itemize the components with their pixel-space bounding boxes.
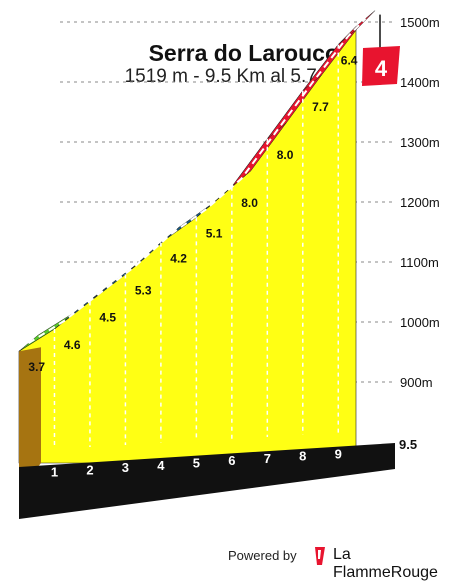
y-tick-label: 1200m [400, 195, 440, 210]
climb-title: Serra do Larouco [148, 40, 339, 66]
gradient-label: 4.2 [170, 252, 187, 266]
x-tick-label: 5 [193, 456, 200, 471]
powered-by-label: Powered by [228, 548, 297, 563]
gradient-label: 7.7 [312, 100, 329, 114]
gradient-label: 8.0 [241, 196, 258, 210]
y-tick-label: 1400m [400, 75, 440, 90]
x-tick-label: 6 [228, 453, 235, 468]
y-tick-label: 1100m [400, 255, 439, 270]
gradient-label: 5.3 [135, 283, 152, 297]
profile-side [19, 347, 41, 491]
x-tick-label: 3 [122, 460, 129, 475]
category-flag-label: 4 [375, 56, 388, 81]
x-tick-label: 1 [51, 465, 58, 480]
y-tick-label: 900m [400, 375, 433, 390]
brand-name: La FlammeRouge [333, 546, 438, 581]
gradient-label: 6.4 [341, 54, 358, 68]
y-tick-label: 1300m [400, 135, 440, 150]
category-flag [362, 46, 400, 86]
gradient-label: 4.5 [99, 310, 116, 324]
gradient-label: 3.7 [28, 360, 45, 374]
gradient-label: 8.0 [277, 148, 294, 162]
x-tick-label: 4 [157, 458, 165, 473]
x-tick-label: 8 [299, 449, 306, 464]
profile-base [19, 443, 395, 519]
x-tick-label: 9 [335, 446, 342, 461]
gradient-label: 5.1 [206, 226, 223, 240]
x-tick-label: 7 [264, 451, 271, 466]
end-distance-label: 9.5 [399, 437, 417, 452]
x-tick-label: 2 [86, 462, 93, 477]
flamme-rouge-logo-icon [315, 547, 325, 565]
road-centre-line [27, 17, 367, 345]
y-tick-label: 1500m [400, 15, 440, 30]
gradient-label: 4.6 [64, 338, 81, 352]
y-tick-label: 1000m [400, 315, 440, 330]
